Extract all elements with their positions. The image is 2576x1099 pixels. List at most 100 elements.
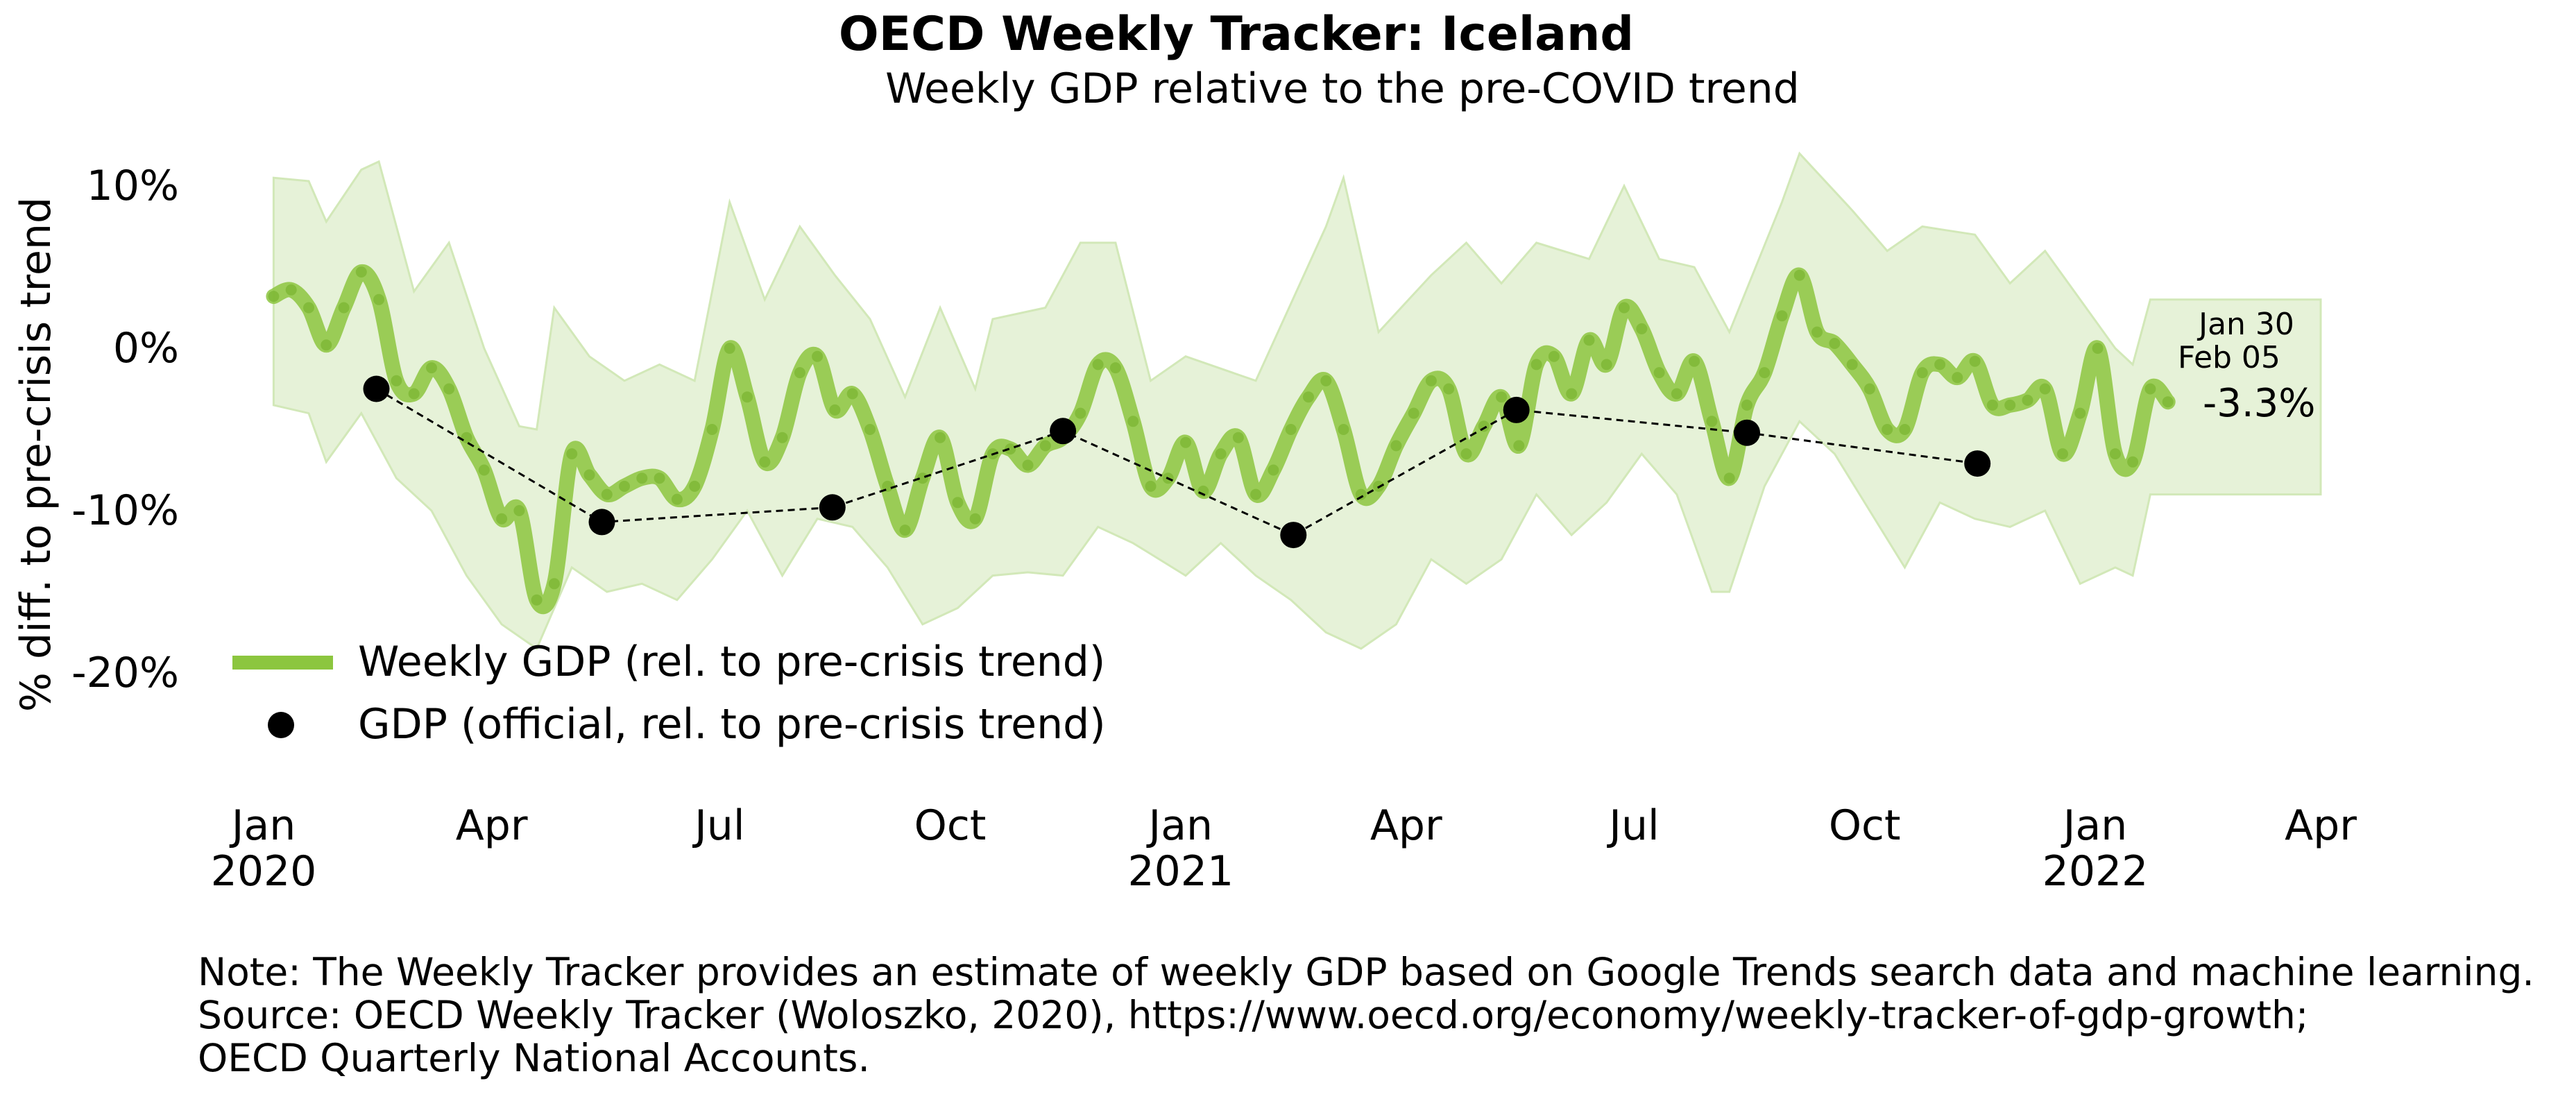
x-tick-year-label: 2020 (211, 847, 317, 896)
weekly-gdp-point (1355, 488, 1367, 500)
weekly-gdp-point (916, 472, 928, 484)
chart-title: OECD Weekly Tracker: Iceland (839, 7, 1634, 62)
y-tick-label: 0% (113, 324, 179, 373)
weekly-gdp-point (1793, 269, 1805, 281)
x-tick-label: Jan (229, 801, 296, 850)
weekly-gdp-point (1776, 310, 1788, 322)
x-tick-year-label: 2021 (1127, 847, 1234, 896)
weekly-gdp-point (1986, 399, 1998, 411)
weekly-gdp-point (2004, 399, 2016, 411)
weekly-gdp-point (601, 488, 613, 500)
footnote-source-cont: OECD Quarterly National Accounts. (198, 1036, 870, 1080)
last-week-label-end: Feb 05 (2178, 340, 2280, 375)
last-value-label: -3.3% (2203, 381, 2315, 426)
weekly-gdp-point (373, 293, 385, 305)
weekly-gdp-point (2022, 394, 2033, 406)
weekly-gdp-point (864, 424, 876, 435)
weekly-gdp-point (1619, 302, 1630, 314)
weekly-gdp-point (426, 362, 437, 374)
weekly-gdp-point (1338, 424, 1349, 435)
weekly-gdp-point (1899, 424, 1911, 435)
y-axis-ticks: 10% 0% -10% -20% (71, 162, 179, 697)
weekly-gdp-point (1566, 388, 1578, 400)
weekly-gdp-point (1005, 443, 1016, 455)
legend-official-label: GDP (official, rel. to pre-crisis trend) (358, 700, 1106, 749)
weekly-gdp-point (812, 350, 824, 362)
weekly-gdp-point (776, 432, 788, 443)
weekly-gdp-point (1846, 359, 1858, 370)
weekly-gdp-point (338, 302, 350, 314)
weekly-gdp-point (1706, 416, 1718, 427)
x-tick-label: Oct (1829, 801, 1901, 850)
weekly-gdp-point (2162, 396, 2174, 408)
weekly-gdp-point (1443, 383, 1455, 395)
y-tick-label: -10% (71, 486, 179, 535)
weekly-gdp-point (1723, 472, 1735, 484)
footnote: Note: The Weekly Tracker provides an est… (198, 951, 2534, 1080)
official-gdp-point (1734, 419, 1760, 446)
weekly-gdp-series (266, 264, 2176, 615)
weekly-gdp-point (478, 464, 490, 476)
weekly-gdp-point (1022, 459, 1034, 471)
weekly-gdp-point (1548, 350, 1560, 362)
weekly-gdp-point (1530, 359, 1542, 370)
weekly-gdp-point (285, 284, 297, 296)
weekly-gdp-point (1285, 424, 1297, 435)
weekly-gdp-point (794, 367, 805, 379)
official-gdp-series (363, 375, 1991, 549)
x-tick-label: Jan (2061, 801, 2128, 850)
weekly-gdp-point (1934, 359, 1946, 370)
weekly-gdp-point (1460, 448, 1472, 460)
weekly-gdp-point (1583, 334, 1595, 346)
x-tick-label: Jul (1606, 801, 1659, 850)
weekly-gdp-point (1408, 407, 1419, 419)
weekly-gdp-point (1601, 359, 1612, 370)
weekly-gdp-point (1829, 338, 1841, 349)
weekly-gdp-point (1232, 432, 1244, 443)
weekly-gdp-point (1969, 355, 1981, 367)
weekly-gdp-point (408, 388, 420, 400)
official-gdp-line (375, 388, 1978, 536)
weekly-gdp-point (2039, 383, 2051, 395)
weekly-gdp-point (2057, 448, 2068, 460)
legend: Weekly GDP (rel. to pre-crisis trend) GD… (232, 638, 1106, 749)
weekly-gdp-point (1759, 367, 1771, 379)
weekly-gdp-point (2109, 448, 2121, 460)
weekly-gdp-point (706, 424, 718, 435)
weekly-gdp-point (899, 525, 911, 536)
official-gdp-point (588, 509, 615, 536)
weekly-gdp-point (1039, 440, 1051, 452)
x-tick-label: Apr (456, 801, 528, 850)
weekly-gdp-point (829, 404, 841, 416)
weekly-gdp-point (969, 513, 981, 525)
weekly-gdp-point (391, 375, 402, 386)
y-tick-label: 10% (87, 162, 179, 210)
weekly-gdp-point (2092, 343, 2104, 354)
weekly-gdp-point (548, 578, 560, 590)
weekly-gdp-point (1636, 323, 1648, 334)
weekly-gdp-point (759, 456, 771, 468)
weekly-gdp-point (689, 480, 701, 492)
official-gdp-point (1050, 418, 1077, 445)
weekly-gdp-point (1075, 407, 1086, 419)
weekly-gdp-point (1390, 440, 1402, 452)
last-week-label-start: Jan 30 (2197, 307, 2294, 342)
x-tick-label: Jul (692, 801, 744, 850)
weekly-gdp-point (321, 339, 332, 351)
weekly-gdp-point (1671, 388, 1682, 400)
official-gdp-point (819, 494, 846, 521)
weekly-gdp-point (1916, 367, 1928, 379)
weekly-gdp-point (513, 505, 525, 516)
weekly-gdp-point (1478, 420, 1490, 432)
weekly-gdp-point (1811, 326, 1823, 338)
weekly-gdp-point (1109, 362, 1121, 374)
weekly-gdp-point (461, 432, 472, 443)
weekly-gdp-point (1425, 375, 1437, 386)
weekly-gdp-point (1180, 436, 1191, 448)
footnote-source: Source: OECD Weekly Tracker (Woloszko, 2… (198, 993, 2309, 1037)
weekly-gdp-point (654, 472, 665, 484)
weekly-gdp-point (1268, 464, 1279, 476)
weekly-gdp-point (1092, 359, 1104, 370)
